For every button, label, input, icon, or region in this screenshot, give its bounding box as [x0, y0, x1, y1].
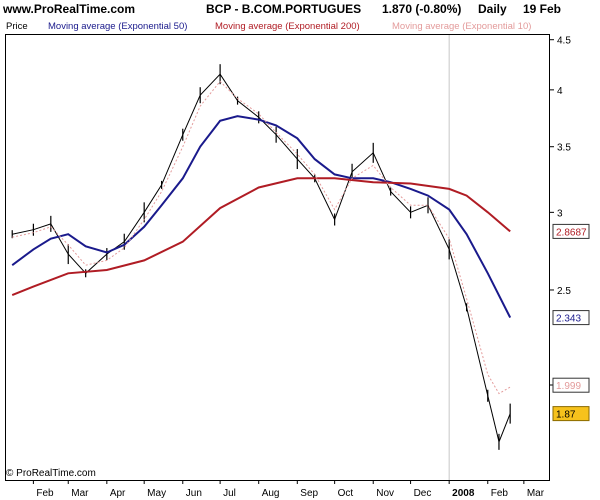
series-ema50-line — [11, 115, 512, 319]
x-tick-label: Feb — [36, 488, 54, 499]
x-tick-label: Oct — [338, 488, 354, 499]
symbol-name: BCP - B.COM.PORTUGUES — [206, 2, 362, 16]
footer-copyright: © ProRealTime.com — [6, 468, 96, 479]
plot-frame — [5, 34, 550, 481]
x-tick-label: 2008 — [452, 488, 475, 499]
y-tick-label: 4.5 — [557, 36, 571, 47]
last-value-label-ema200: 2.8687 — [556, 227, 587, 238]
x-tick-label: Jul — [223, 488, 236, 499]
last-value-badge-ema200 — [552, 223, 590, 239]
chart-header: www.ProRealTime.com BCP - B.COM.PORTUGUE… — [0, 0, 600, 18]
date-label: 19 Feb — [523, 2, 562, 16]
last-value-label-ema10: 1.999 — [556, 381, 581, 392]
y-tick-label: 3.5 — [557, 143, 571, 154]
series-ema200-line — [11, 177, 511, 297]
legend-price: Price — [6, 21, 28, 32]
last-value-label-price: 1.87 — [556, 410, 576, 421]
series-ema10-line — [12, 80, 511, 395]
period-label: Daily — [478, 2, 507, 16]
legend-ema200: Moving average (Exponential 200) — [215, 21, 360, 32]
y-tick-label: 2.5 — [557, 286, 571, 297]
y-tick-label: 3 — [557, 208, 563, 219]
last-value-label-ema50: 2.343 — [556, 314, 581, 325]
x-tick-label: Aug — [262, 488, 280, 499]
x-tick-label: Jun — [186, 488, 202, 499]
quote-value: 1.870 (-0.80%) — [382, 2, 462, 16]
x-tick-label: Feb — [491, 488, 509, 499]
legend-ema50: Moving average (Exponential 50) — [48, 21, 188, 32]
x-tick-label: Nov — [376, 488, 394, 499]
x-tick-label: May — [147, 488, 166, 499]
series-price-line — [12, 73, 511, 444]
last-value-badge-ema50 — [552, 310, 590, 326]
last-value-badge-ema10 — [552, 377, 590, 393]
x-tick-label: Mar — [527, 488, 545, 499]
legend-ema10: Moving average (Exponential 10) — [392, 21, 532, 32]
x-tick-label: Apr — [110, 488, 126, 499]
y-tick-label: 4 — [557, 86, 563, 97]
x-tick-label: Sep — [300, 488, 318, 499]
last-value-badge-price — [552, 406, 590, 422]
legend: Price Moving average (Exponential 50) Mo… — [5, 21, 550, 34]
x-tick-label: Dec — [414, 488, 432, 499]
site-name: www.ProRealTime.com — [3, 2, 136, 16]
x-tick-label: Mar — [71, 488, 89, 499]
